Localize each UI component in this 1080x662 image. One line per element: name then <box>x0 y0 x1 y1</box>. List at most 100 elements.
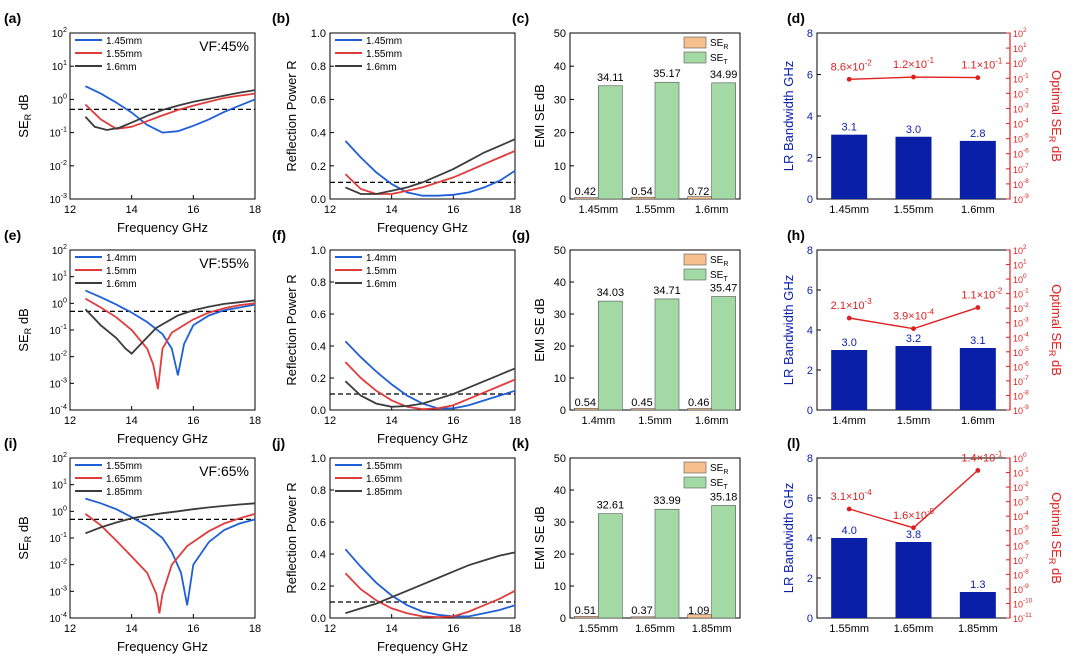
y-tick-label: 100 <box>52 503 67 518</box>
y-axis-label-right: Optimal SER dB <box>1047 284 1064 376</box>
bar-value-label: 0.51 <box>575 605 596 617</box>
panel-c: 0 10 20 30 40 50 1.45mm 0.42 34.11 1.55mm 0.54 35.1… <box>512 10 741 216</box>
panel-f: 12 14 16 18 0.0 0.2 0.4 0.6 0.8 1.0 1.4mm 1.5mm 1.6m… <box>272 227 521 446</box>
panel-label: (d) <box>787 10 805 26</box>
y-axis-label-right: Optimal SER dB <box>1047 70 1064 162</box>
x-tick-label: 14 <box>126 623 138 635</box>
legend-label: SET <box>710 478 728 491</box>
x-tick-label: 16 <box>187 623 199 635</box>
x-tick-label: 18 <box>249 415 261 427</box>
y-right-tick-label: 10-3 <box>1013 102 1029 114</box>
y-tick-label: 0.6 <box>311 94 326 106</box>
panel-g: 0 10 20 30 40 50 1.4mm 0.54 34.03 1.5mm 0.45 34.71 1… <box>512 227 741 427</box>
category-label: 1.55mm <box>894 204 934 216</box>
y-tick-label: 0.8 <box>311 277 326 289</box>
y-tick-label: 0.8 <box>311 485 326 497</box>
legend-label: 1.55mm <box>106 49 142 60</box>
y-tick-label: 10-1 <box>49 530 67 545</box>
bar-value-label: 34.11 <box>597 72 624 84</box>
x-axis-label: Frequency GHz <box>117 220 208 235</box>
y-right-tick-label: 10-1 <box>1013 288 1029 300</box>
y-tick-label: 40 <box>554 485 566 497</box>
x-tick-label: 16 <box>447 415 459 427</box>
y-right-tick-label: 10-4 <box>1013 118 1029 130</box>
y-tick-label: 0 <box>807 194 813 206</box>
bar-value-label: 34.71 <box>653 285 681 297</box>
x-tick-label: 18 <box>249 623 261 635</box>
legend-label: SER <box>710 463 728 476</box>
y-right-tick-label: 10-6 <box>1013 539 1029 551</box>
bar-value-label: 0.45 <box>631 397 652 409</box>
y-right-tick-label: 10-5 <box>1013 346 1029 358</box>
bar-value-label: 32.61 <box>597 500 625 512</box>
bar-value-label: 33.99 <box>653 495 681 507</box>
optimal-se-point <box>846 506 852 512</box>
y-tick-label: 0 <box>807 405 813 417</box>
x-axis-label: Frequency GHz <box>377 431 468 446</box>
legend-label: 1.6mm <box>106 279 137 290</box>
plot-frame <box>69 32 256 200</box>
y-tick-label: 50 <box>554 453 566 465</box>
x-tick-label: 18 <box>509 623 521 635</box>
y-right-tick-label: 10-8 <box>1013 568 1029 580</box>
y-tick-label: 0.6 <box>311 309 326 321</box>
x-tick-label: 14 <box>386 623 398 635</box>
bandwidth-value-label: 3.2 <box>906 333 921 345</box>
bar-value-label: 0.42 <box>575 186 596 198</box>
y-tick-label: 10-4 <box>49 402 67 417</box>
x-tick-label: 18 <box>509 415 521 427</box>
y-tick-label: 10-3 <box>49 583 67 598</box>
y-tick-label: 0 <box>560 613 566 625</box>
bar-value-label: 0.54 <box>631 186 652 198</box>
y-tick-label: 6 <box>807 493 813 505</box>
bar-value-label: 34.99 <box>710 69 738 81</box>
panel-label: (f) <box>272 227 286 243</box>
panel-label: (a) <box>4 10 21 26</box>
legend-label: 1.6mm <box>366 62 397 73</box>
series-line-1.65mm <box>84 513 256 614</box>
y-axis-label: SER dB <box>16 516 33 559</box>
series-line-1.6mm <box>344 367 516 408</box>
y-right-tick-label: 10-3 <box>1013 496 1029 508</box>
y-tick-label: 2 <box>807 573 813 585</box>
y-axis-label-left: LR Bandwidth GHz <box>781 483 796 594</box>
x-tick-label: 14 <box>126 204 138 216</box>
bandwidth-bar <box>959 140 996 199</box>
y-right-tick-label: 10-10 <box>1013 597 1033 609</box>
y-tick-label: 10-3 <box>49 375 67 390</box>
legend-label: SET <box>710 270 728 283</box>
y-tick-label: 100 <box>52 295 67 310</box>
y-tick-label: 2 <box>807 365 813 377</box>
series-line-1.45mm <box>344 140 516 197</box>
bandwidth-bar <box>831 350 868 410</box>
y-axis-label-left: LR Bandwidth GHz <box>781 275 796 386</box>
series-line-1.65mm <box>344 572 516 619</box>
series-line-1.85mm <box>85 502 256 535</box>
series-line-1.4mm <box>344 340 516 410</box>
y-right-tick-label: 10-9 <box>1013 583 1029 595</box>
y-tick-label: 10-2 <box>49 557 67 572</box>
y-right-tick-label: 101 <box>1013 42 1027 54</box>
optimal-se-label: 1.4×10-1 <box>961 449 1003 464</box>
bar-value-label: 0.54 <box>575 397 596 409</box>
optimal-se-label: 1.1×10-1 <box>961 57 1003 72</box>
y-tick-label: 0.4 <box>311 128 326 140</box>
y-tick-label: 0 <box>560 405 566 417</box>
x-tick-label: 12 <box>64 415 76 427</box>
y-tick-label: 0.0 <box>311 405 326 417</box>
bar-SET <box>598 300 623 411</box>
legend-label: SER <box>710 38 728 51</box>
optimal-se-point <box>911 74 916 80</box>
y-axis-label: Reflection Power R <box>284 482 299 593</box>
y-axis-label-left: LR Bandwidth GHz <box>781 61 796 172</box>
y-tick-label: 0 <box>560 194 566 206</box>
legend-label: 1.85mm <box>106 487 142 498</box>
category-label: 1.6mm <box>695 415 729 427</box>
y-tick-label: 101 <box>52 477 67 492</box>
bar-value-label: 0.72 <box>688 186 709 198</box>
y-tick-label: 0.8 <box>311 61 326 73</box>
bandwidth-value-label: 3.1 <box>970 335 985 347</box>
series-line-1.55mm <box>344 150 516 195</box>
category-label: 1.5mm <box>897 415 931 427</box>
y-axis-label: Reflection Power R <box>284 60 299 171</box>
